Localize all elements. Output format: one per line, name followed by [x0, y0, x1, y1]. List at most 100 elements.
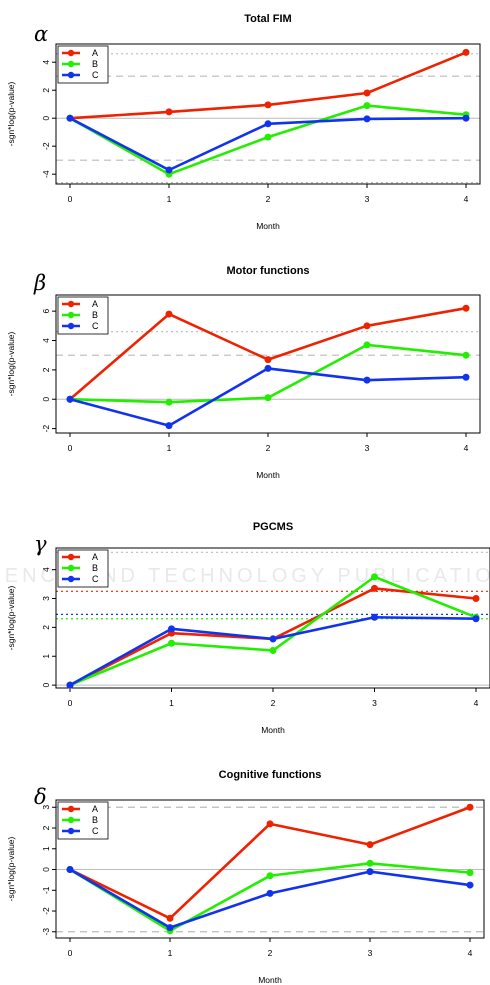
data-point-B	[363, 102, 371, 110]
y-tick-label: 3	[41, 596, 51, 601]
data-point-C	[462, 114, 470, 122]
x-tick-label: 0	[68, 948, 73, 958]
legend-label: A	[92, 299, 98, 309]
x-tick-label: 2	[266, 194, 271, 204]
y-tick-label: 0	[41, 682, 51, 687]
y-tick-label: 1	[41, 846, 51, 851]
data-point-C	[66, 866, 74, 874]
y-tick-label: 2	[41, 825, 51, 830]
legend-label: B	[92, 815, 98, 825]
chart-panel-1: Total FIM α -4 -2 0 2 4 0 1 2 3 4 Month -sgn*log(p-va…	[6, 13, 481, 231]
data-point-B	[264, 394, 272, 402]
x-axis-label: Month	[256, 221, 280, 231]
legend-label: A	[92, 804, 98, 814]
legend-label: A	[92, 552, 98, 562]
data-point-A	[165, 108, 173, 116]
x-tick-label: 1	[167, 443, 172, 453]
data-point-C	[165, 166, 173, 174]
x-tick-label: 0	[68, 443, 73, 453]
legend-marker-B	[67, 60, 75, 68]
y-axis-label: -sgn*log(p-value)	[6, 585, 16, 650]
y-tick-label: 4	[41, 567, 51, 572]
legend-label: C	[92, 321, 99, 331]
y-tick-label: 0	[41, 397, 51, 402]
legend-label: B	[92, 563, 98, 573]
y-tick-label: 0	[41, 867, 51, 872]
data-point-B	[269, 646, 277, 654]
x-tick-label: 0	[68, 194, 73, 204]
data-point-C	[166, 924, 174, 932]
x-tick-label: 4	[464, 443, 469, 453]
panel-letter: β	[33, 271, 46, 295]
data-point-A	[264, 356, 272, 364]
x-tick-label: 1	[168, 948, 173, 958]
y-tick-label: 4	[41, 60, 51, 65]
data-point-B	[366, 859, 374, 867]
data-point-C	[165, 422, 173, 430]
x-tick-label: 0	[68, 698, 73, 708]
data-point-C	[66, 395, 74, 403]
legend-marker-A	[67, 805, 75, 813]
data-point-C	[371, 613, 378, 621]
y-tick-label: 3	[41, 805, 51, 810]
chart-title: Cognitive functions	[219, 769, 322, 781]
x-tick-label: 4	[468, 948, 473, 958]
data-point-C	[264, 120, 272, 128]
data-point-B	[371, 573, 378, 581]
data-point-B	[165, 398, 173, 406]
x-tick-label: 3	[372, 698, 377, 708]
data-point-C	[366, 868, 374, 876]
data-point-B	[462, 351, 470, 359]
data-point-C	[66, 681, 74, 689]
data-point-A	[165, 310, 173, 318]
y-tick-label: -3	[41, 928, 51, 936]
legend-label: B	[92, 59, 98, 69]
legend-marker-A	[67, 49, 75, 57]
legend-marker-B	[67, 816, 75, 824]
data-point-C	[363, 115, 371, 123]
y-tick-label: -2	[41, 142, 51, 150]
x-tick-label: 2	[268, 948, 273, 958]
data-point-C	[266, 889, 274, 897]
panel-letter: γ	[34, 532, 47, 556]
data-point-C	[462, 373, 470, 381]
data-point-A	[462, 304, 470, 312]
data-point-A	[366, 841, 374, 849]
x-tick-label: 2	[271, 698, 276, 708]
x-tick-label: 3	[368, 948, 373, 958]
x-tick-label: 3	[365, 443, 370, 453]
y-tick-label: -2	[41, 907, 51, 915]
data-point-A	[462, 48, 470, 56]
x-tick-label: 4	[464, 194, 469, 204]
y-tick-label: 1	[41, 654, 51, 659]
series-line-B	[69, 575, 477, 687]
legend-label: C	[92, 826, 99, 836]
y-tick-label: -4	[41, 170, 51, 178]
x-axis-label: Month	[256, 470, 280, 480]
data-point-C	[472, 615, 480, 623]
legend-marker-C	[67, 827, 75, 835]
x-tick-label: 3	[365, 194, 370, 204]
chart-title: PGCMS	[253, 521, 293, 533]
series-line-A	[69, 306, 467, 401]
data-point-C	[264, 364, 272, 372]
data-point-B	[168, 639, 175, 647]
legend-marker-A	[67, 553, 75, 561]
data-point-A	[264, 101, 272, 109]
y-tick-label: 6	[41, 309, 51, 314]
y-axis-label: -sgn*log(p-value)	[6, 331, 16, 396]
x-axis-label: Month	[258, 975, 282, 985]
legend-label: C	[92, 574, 99, 584]
y-tick-label: 4	[41, 338, 51, 343]
data-point-C	[269, 635, 277, 643]
data-point-C	[168, 625, 175, 633]
x-tick-label: 2	[266, 443, 271, 453]
data-point-B	[264, 133, 272, 141]
legend-label: A	[92, 48, 98, 58]
chart-panel-4: Cognitive functions δ -3 -2 -1 0 1 2 3 0 1 2 3 4 Month…	[6, 769, 485, 985]
data-point-A	[466, 803, 474, 811]
y-axis-label: -sgn*log(p-value)	[6, 81, 16, 146]
legend-marker-A	[67, 300, 75, 308]
legend-marker-C	[67, 322, 75, 330]
